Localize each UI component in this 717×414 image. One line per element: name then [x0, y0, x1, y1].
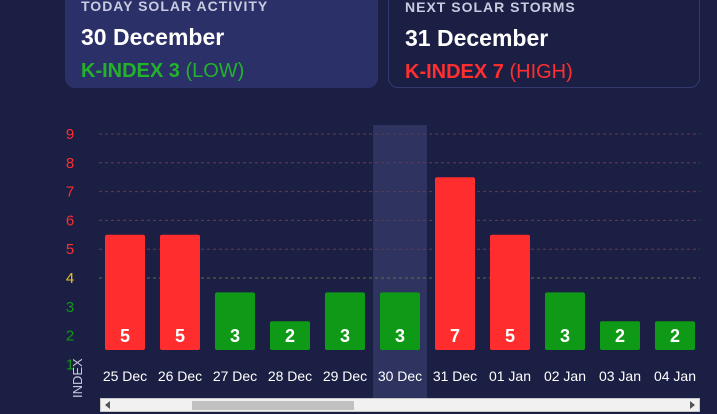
bar-value-label: 3 [560, 326, 570, 346]
x-tick-label: 04 Jan [654, 368, 696, 384]
bar [105, 234, 145, 350]
bar-value-label: 2 [285, 326, 295, 346]
bar [380, 292, 420, 350]
today-card-caption: TODAY SOLAR ACTIVITY [81, 0, 269, 12]
bar-value-label: 5 [120, 326, 130, 346]
y-tick-label: 6 [66, 212, 74, 229]
bar [215, 292, 255, 350]
y-tick-label: 9 [66, 126, 74, 143]
today-k-index: K-INDEX 3 (LOW) [81, 60, 362, 83]
y-tick-label: 8 [66, 155, 74, 172]
bar [435, 177, 475, 350]
x-tick-label: 31 Dec [433, 368, 477, 384]
bar-value-label: 3 [340, 326, 350, 346]
today-level: (LOW) [185, 60, 245, 82]
today-activity-card: TODAY SOLAR ACTIVITY 30 December K-INDEX… [65, 0, 378, 88]
bar-value-label: 2 [615, 326, 625, 346]
next-date: 31 December [405, 25, 549, 51]
x-tick-label: 28 Dec [268, 368, 312, 384]
y-tick-label: 2 [66, 328, 74, 345]
bar-value-label: 5 [175, 326, 185, 346]
bar [600, 321, 640, 350]
x-tick-label: 26 Dec [158, 368, 202, 384]
bar-value-label: 3 [230, 326, 240, 346]
bar [545, 292, 585, 350]
chart-horizontal-scrollbar[interactable] [100, 398, 700, 412]
y-tick-label: 7 [66, 184, 74, 201]
next-k-index: K-INDEX 7 (HIGH) [405, 61, 683, 84]
y-tick-label: 1 [66, 356, 74, 373]
bar [270, 321, 310, 350]
bar-value-label: 5 [505, 326, 515, 346]
y-tick-label: 3 [66, 299, 74, 316]
bar [655, 321, 695, 350]
bar-value-label: 7 [450, 326, 460, 346]
today-k-label: K-INDEX 3 [81, 60, 180, 82]
x-tick-label: 29 Dec [323, 368, 367, 384]
y-tick-label: 5 [66, 241, 74, 258]
y-axis-title: INDEX [70, 358, 85, 398]
x-tick-label: 01 Jan [489, 368, 531, 384]
x-tick-label: 27 Dec [213, 368, 257, 384]
next-k-label: K-INDEX 7 [405, 61, 504, 83]
scroll-left-icon[interactable] [105, 401, 110, 409]
bar [325, 292, 365, 350]
next-level: (HIGH) [509, 61, 573, 83]
bar-value-label: 2 [670, 326, 680, 346]
bar-value-label: 3 [395, 326, 405, 346]
today-date: 30 December [81, 24, 225, 50]
next-card-caption: NEXT SOLAR STORMS [405, 0, 576, 13]
scroll-right-icon[interactable] [690, 401, 695, 409]
highlight-column [373, 125, 427, 414]
next-storm-card: NEXT SOLAR STORMS 31 December K-INDEX 7 … [388, 0, 700, 88]
bar [490, 234, 530, 350]
scroll-thumb[interactable] [192, 401, 354, 410]
x-tick-label: 03 Jan [599, 368, 641, 384]
x-tick-label: 25 Dec [103, 368, 147, 384]
x-tick-label: 02 Jan [544, 368, 586, 384]
y-tick-label: 4 [66, 270, 74, 287]
x-tick-label: 30 Dec [378, 368, 422, 384]
bar [160, 234, 200, 350]
